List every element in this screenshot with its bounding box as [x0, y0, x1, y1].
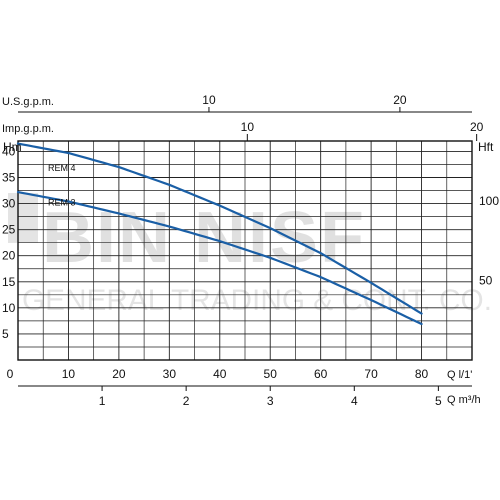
us-gpm-label: U.S.g.p.m. [2, 96, 54, 108]
m3h-tick-label: 3 [267, 394, 274, 408]
m3h-tick-label: 4 [351, 394, 358, 408]
y-left-tick-label: 40 [2, 144, 16, 158]
m3h-label: Q m³/h [447, 394, 481, 406]
y-left-tick-label: 25 [2, 223, 16, 237]
series-label-rem-4: REM 4 [48, 163, 76, 173]
watermark-line1: BIN NISF [42, 198, 366, 278]
m3h-tick-label: 2 [183, 394, 190, 408]
us-gpm-tick-label: 20 [393, 93, 407, 107]
x-unit-label: Q l/1' [447, 369, 472, 381]
x-tick-label: 70 [364, 367, 378, 381]
x-tick-label: 40 [213, 367, 227, 381]
y-left-tick-label: 10 [2, 301, 16, 315]
x-tick-label: 20 [112, 367, 126, 381]
us-gpm-tick-label: 10 [202, 93, 216, 107]
y-left-tick-label: 5 [2, 327, 9, 341]
x-tick-label: 60 [314, 367, 328, 381]
series-line-rem-4 [16, 142, 423, 315]
top-axes: U.S.g.p.m. Imp.g.p.m. 10 20 10 20 [2, 93, 484, 141]
y-left-tick-label: 30 [2, 197, 16, 211]
m3h-axis: 1 2 3 4 5 [18, 385, 472, 408]
x-tick-label: 50 [264, 367, 278, 381]
x-tick-labels: 0 10 20 30 40 50 60 70 80 [7, 367, 429, 381]
y-left-tick-label: 35 [2, 171, 16, 185]
m3h-tick-label: 1 [99, 394, 106, 408]
plot-frame [17, 140, 473, 361]
x-tick-label: 80 [415, 367, 429, 381]
series-lines [16, 142, 423, 326]
series-label-rem-3: REM 3 [48, 197, 76, 207]
imp-gpm-tick-label: 10 [241, 120, 255, 134]
y-right-tick-label: 100 [479, 194, 499, 208]
y-right-label: Hft [478, 140, 494, 154]
watermark-line2: GENERAL TRADING & CONT. CO. [22, 284, 492, 317]
y-right-tick-label: 50 [479, 274, 493, 288]
watermark: BIN NISF GENERAL TRADING & CONT. CO. [8, 193, 492, 317]
axis-labels: Hm Hft Q l/1' Q m³/h [3, 140, 494, 406]
m3h-tick-label: 5 [435, 394, 442, 408]
imp-gpm-tick-label: 20 [470, 120, 484, 134]
imp-gpm-label: Imp.g.p.m. [2, 123, 54, 135]
y-left-tick-label: 15 [2, 275, 16, 289]
x-tick-label: 0 [7, 367, 14, 381]
x-tick-label: 30 [163, 367, 177, 381]
y-left-label: Hm [3, 140, 22, 154]
y-left-tick-label: 20 [2, 249, 16, 263]
watermark-logo [8, 193, 38, 243]
x-tick-label: 10 [62, 367, 76, 381]
series-line-rem-3 [16, 191, 423, 326]
